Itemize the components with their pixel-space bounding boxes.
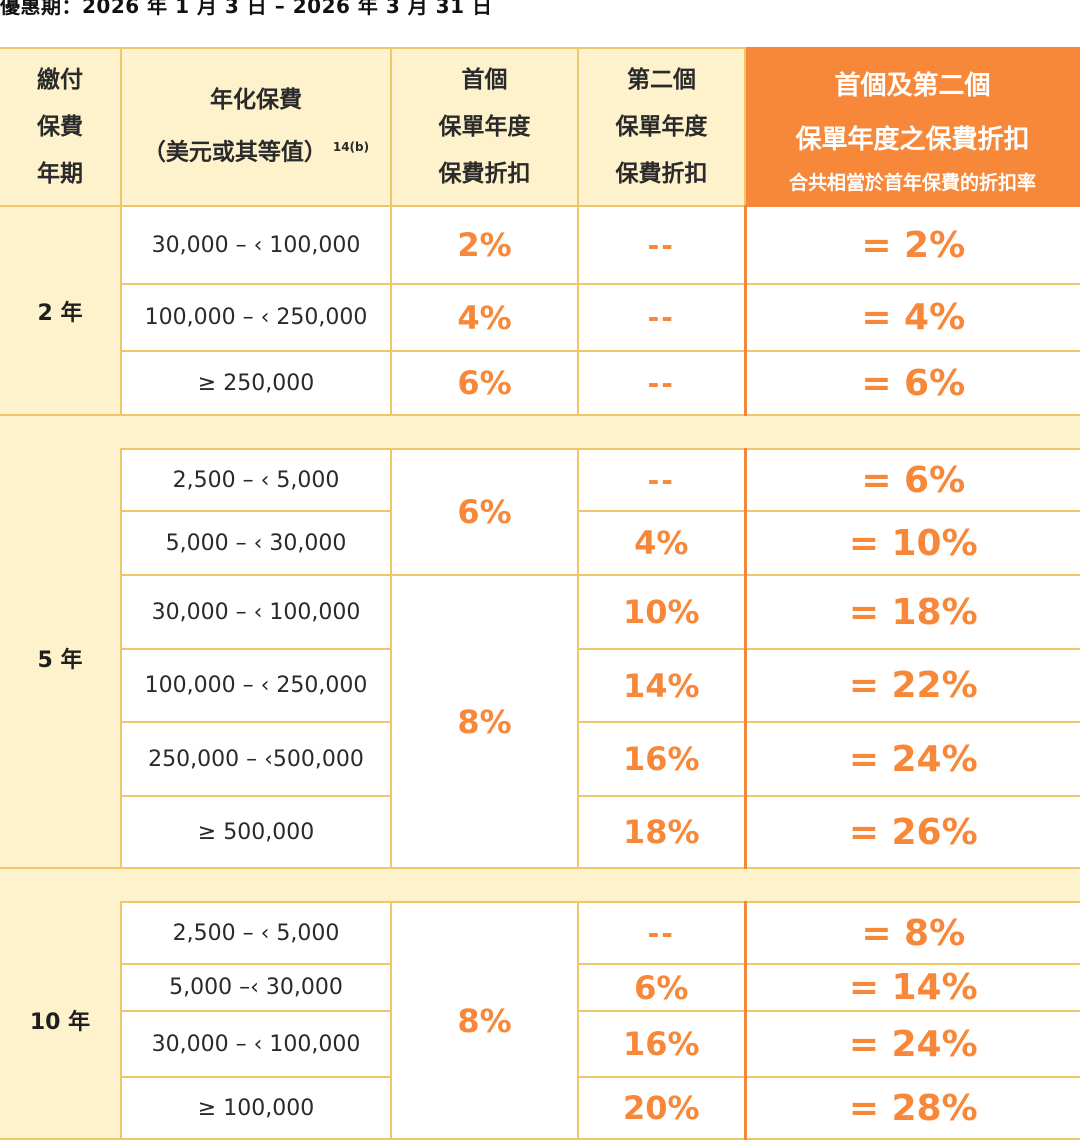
combined-discount: = 10% — [743, 510, 1080, 576]
term-5-year: 5 年 — [0, 449, 122, 869]
header-term: 繳付 保費 年期 — [0, 47, 122, 207]
premium-range: 2,500 – ‹ 5,000 — [120, 448, 392, 512]
combined-discount: = 8% — [743, 901, 1080, 965]
premium-range: 30,000 – ‹ 100,000 — [120, 1010, 392, 1078]
premium-range: 30,000 – ‹ 100,000 — [120, 574, 392, 650]
header-second-line: 保單年度 — [615, 113, 708, 140]
combined-discount: = 14% — [743, 963, 1080, 1012]
premium-range: 5,000 –‹ 30,000 — [120, 963, 392, 1012]
first-year-discount: 2% — [390, 205, 579, 285]
second-year-discount: -- — [577, 350, 746, 416]
combined-discount: = 4% — [743, 283, 1080, 352]
combined-discount: = 6% — [743, 350, 1080, 416]
second-year-discount: 16% — [577, 1010, 746, 1078]
header-first-line: 保單年度 — [438, 113, 531, 140]
premium-range: 2,500 – ‹ 5,000 — [120, 901, 392, 965]
header-combined-line: 保單年度之保費折扣 — [795, 125, 1030, 155]
header-combined-subtitle: 合共相當於首年保費的折扣率 — [788, 172, 1036, 194]
combined-discount: = 24% — [743, 721, 1080, 797]
header-term-line: 年期 — [37, 160, 83, 187]
first-year-discount: 6% — [390, 448, 579, 576]
premium-range: 5,000 – ‹ 30,000 — [120, 510, 392, 576]
header-term-line: 保費 — [37, 113, 83, 140]
combined-discount: = 2% — [743, 205, 1080, 285]
second-year-discount: 10% — [577, 574, 746, 650]
premium-range: 100,000 – ‹ 250,000 — [120, 648, 392, 723]
group-separator — [0, 415, 1080, 449]
premium-range: 250,000 – ‹500,000 — [120, 721, 392, 797]
header-first-line: 保費折扣 — [438, 160, 531, 187]
second-year-discount: 14% — [577, 648, 746, 723]
header-combined-line: 首個及第二個 — [834, 71, 991, 101]
first-year-discount: 4% — [390, 283, 579, 352]
offer-period: 優惠期：2026 年 1 月 3 日 – 2026 年 3 月 31 日 — [0, 0, 493, 18]
premium-range: ≥ 500,000 — [120, 795, 392, 869]
term-2-year: 2 年 — [0, 206, 122, 416]
premium-range: 100,000 – ‹ 250,000 — [120, 283, 392, 352]
combined-discount: = 28% — [743, 1076, 1080, 1140]
header-first-line: 首個 — [461, 66, 508, 93]
header-first-year: 首個 保單年度 保費折扣 — [390, 47, 579, 207]
first-year-discount: 6% — [390, 350, 579, 416]
premium-range: ≥ 250,000 — [120, 350, 392, 416]
second-year-discount: -- — [577, 283, 746, 352]
header-combined: 首個及第二個 保單年度之保費折扣 合共相當於首年保費的折扣率 — [744, 47, 1080, 207]
header-premium: 年化保費 （美元或其等值） 14(b) — [120, 47, 392, 207]
first-year-discount: 8% — [390, 901, 579, 1140]
header-premium-line: 年化保費 — [210, 87, 302, 114]
combined-discount: = 26% — [743, 795, 1080, 869]
group-separator — [0, 868, 1080, 902]
first-year-discount: 8% — [390, 574, 579, 869]
combined-discount: = 24% — [743, 1010, 1080, 1078]
premium-range: ≥ 100,000 — [120, 1076, 392, 1140]
second-year-discount: -- — [577, 205, 746, 285]
second-year-discount: 16% — [577, 721, 746, 797]
combined-discount: = 22% — [743, 648, 1080, 723]
footnote-ref: 14(b) — [332, 140, 370, 155]
term-10-year: 10 年 — [0, 902, 122, 1140]
second-year-discount: 20% — [577, 1076, 746, 1140]
header-premium-line: （美元或其等值） — [142, 139, 327, 166]
header-second-year: 第二個 保單年度 保費折扣 — [577, 47, 746, 207]
second-year-discount: 18% — [577, 795, 746, 869]
second-year-discount: -- — [577, 448, 746, 512]
header-term-line: 繳付 — [37, 66, 83, 93]
second-year-discount: 6% — [577, 963, 746, 1012]
premium-range: 30,000 – ‹ 100,000 — [120, 205, 392, 285]
second-year-discount: -- — [577, 901, 746, 965]
discount-table: 繳付 保費 年期 年化保費 （美元或其等值） 14(b) 首個 保單年度 保費折扣… — [0, 47, 1080, 1140]
second-year-discount: 4% — [577, 510, 746, 576]
header-second-line: 第二個 — [627, 66, 696, 93]
header-second-line: 保費折扣 — [615, 160, 708, 187]
combined-discount: = 6% — [743, 448, 1080, 512]
combined-discount: = 18% — [743, 574, 1080, 650]
